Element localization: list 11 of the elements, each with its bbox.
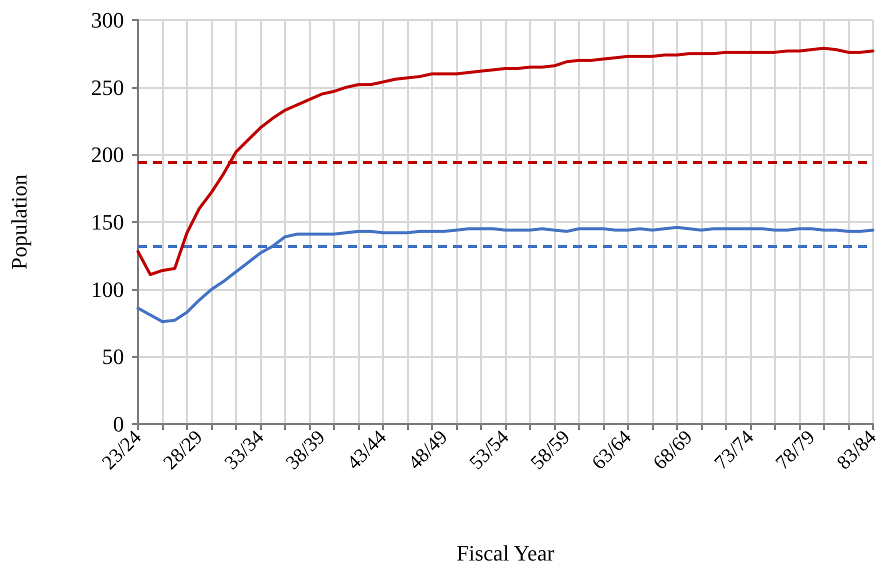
line-series	[136, 226, 874, 324]
y-tick-label: 100	[91, 276, 124, 302]
y-tick-label: 300	[91, 8, 124, 32]
line-series	[136, 46, 874, 276]
y-tick-label: 50	[102, 344, 124, 370]
y-axis-title: Population	[6, 174, 32, 270]
x-axis-title: Fiscal Year	[456, 540, 555, 566]
y-tick-label: 250	[91, 74, 124, 100]
y-tick-label: 0	[113, 412, 124, 436]
y-tick-label: 200	[91, 142, 124, 168]
y-tick-label: 150	[91, 210, 124, 234]
